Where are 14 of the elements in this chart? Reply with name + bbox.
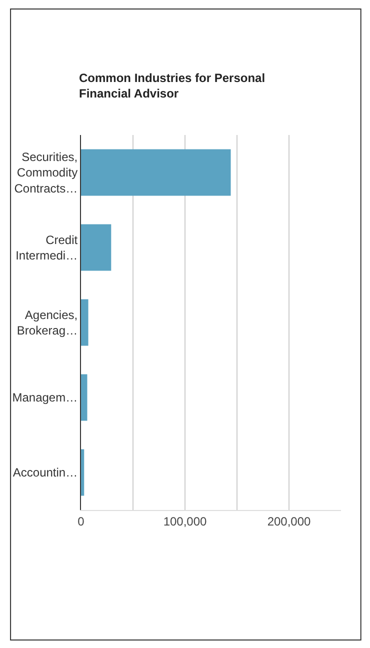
bar [81, 224, 112, 271]
y-tick-label: Accountin… [12, 466, 78, 480]
y-tick-label: Agencies, Brokerag… [16, 308, 78, 338]
text: 100,000 [163, 514, 207, 528]
y-tick-label: Securities, Commodity Contracts… [14, 150, 78, 196]
bar [81, 374, 88, 421]
bar [81, 449, 84, 496]
y-tick-label: Managem… [12, 390, 78, 405]
y-tick-label: Credit Intermedi… [16, 232, 78, 262]
bar [81, 299, 88, 346]
x-tick-label: 200,000 [267, 514, 312, 528]
chart-title: Common Industries for Personal Financial Advisor [79, 71, 266, 101]
x-tick-label: 0 [78, 514, 85, 528]
bar [81, 149, 231, 196]
